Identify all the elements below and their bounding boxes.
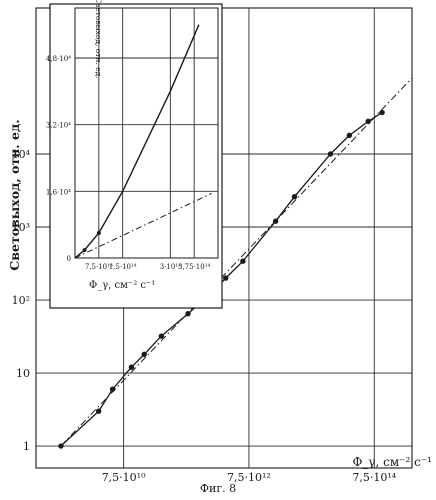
inset-y-tick-label: 0 <box>67 255 71 263</box>
figure-caption: Фиг. 8 <box>0 482 436 495</box>
inset-y-axis-label: Световыход, отн. ед. <box>94 0 103 79</box>
inset-y-tick-label: 1,6·10⁴ <box>46 188 71 196</box>
inset-x-tick-label: 3,75·10¹⁴ <box>178 263 211 271</box>
inset-data-point <box>97 231 101 235</box>
inset-y-tick-label: 3,2·10⁴ <box>46 122 71 130</box>
inset-x-tick-label: 1,5·10¹⁴ <box>109 263 137 271</box>
inset-y-tick-label: 4,8·10⁴ <box>46 55 71 63</box>
inset-data-point <box>83 248 87 252</box>
inset-x-axis-label: Φ_γ, см⁻² с⁻¹ <box>89 280 155 291</box>
